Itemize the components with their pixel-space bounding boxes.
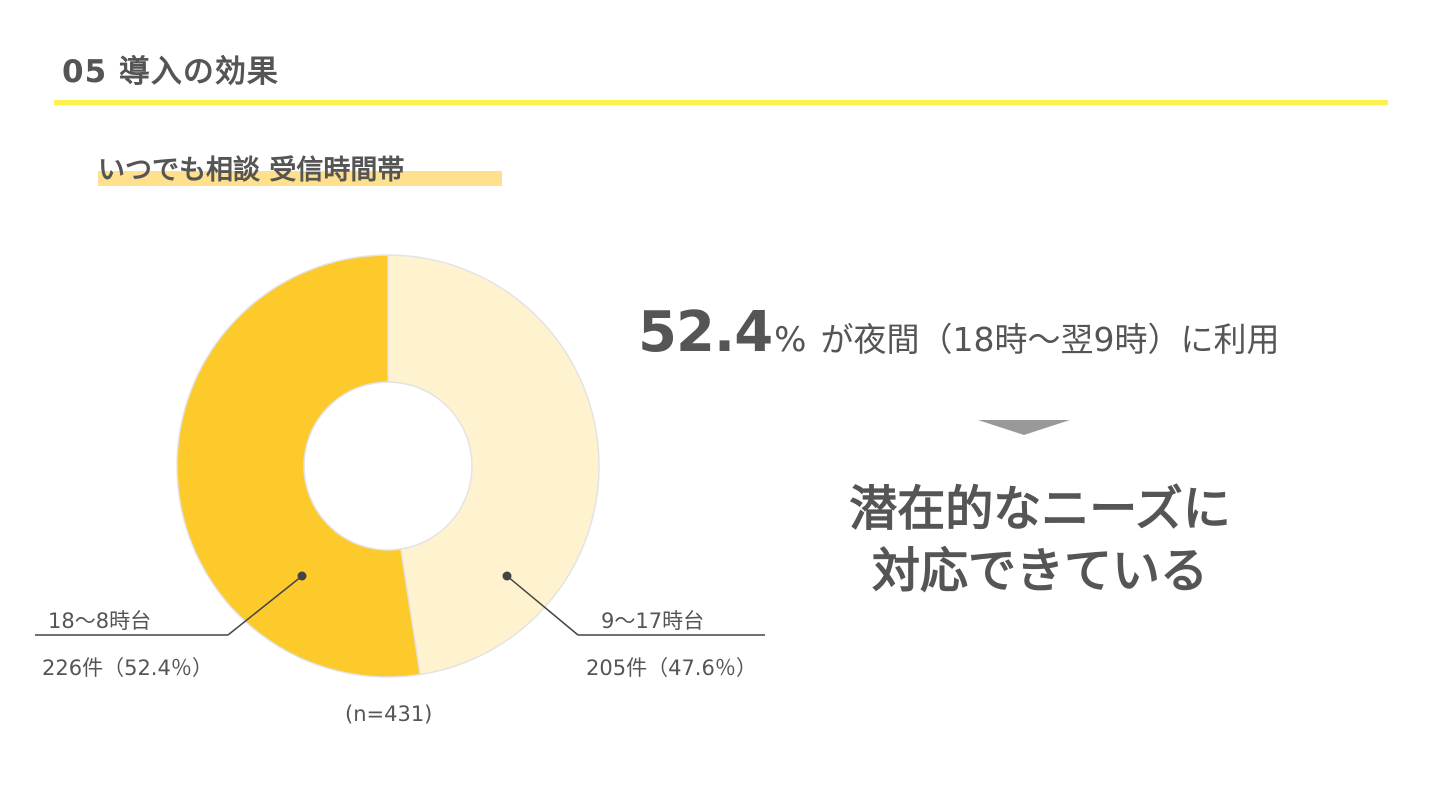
headline-text: が夜間（18時〜翌9時）に利用 [820,320,1280,359]
pie-slice-day [387,254,600,676]
pie-slice-night [176,254,422,678]
leader-line-night [227,575,303,636]
slice-name-night: 18〜8時台 [48,609,152,633]
slice-value-night: 226件（52.4％） [42,656,213,680]
conclusion: 潜在的なニーズに 対応できている [760,478,1320,602]
leader-dot-night [297,571,307,581]
chart-subtitle-block: いつでも相談 受信時間帯 [98,148,502,187]
subtitle-highlight [98,171,502,186]
conclusion-line-1: 潜在的なニーズに [849,481,1231,537]
leader-dot-day [502,571,512,581]
leader-line-day [506,575,579,636]
title-underline [54,100,1388,105]
slide-title: 05 導入の効果 [62,54,279,90]
sample-size-label: (n=431) [345,702,433,726]
slice-value-day: 205件（47.6％） [586,656,757,680]
headline-percent: % [774,320,807,360]
headline-stat: 52.4% が夜間（18時〜翌9時）に利用 [638,300,1279,365]
slice-name-day: 9〜17時台 [601,609,705,633]
conclusion-line-2: 対応できている [871,543,1208,599]
donut-chart [35,254,765,678]
chart-subtitle: いつでも相談 受信時間帯 [98,155,405,186]
down-triangle-icon [978,420,1070,435]
headline-number: 52.4 [638,300,773,365]
